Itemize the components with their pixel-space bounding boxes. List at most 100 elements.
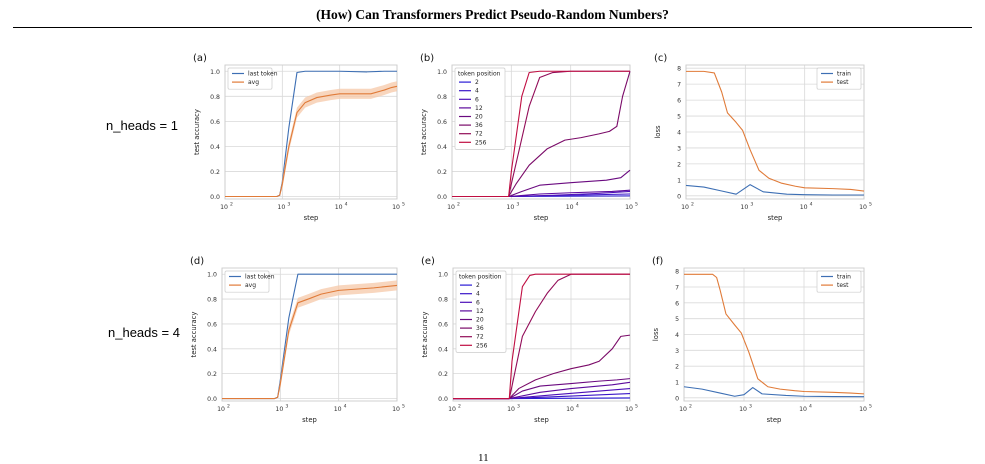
x-tick-exponent: 2 [227,404,230,410]
series-line [452,71,631,198]
x-tick-exponent: 5 [402,202,405,208]
x-tick-label: 10 [392,204,400,211]
plot-frame [221,267,398,402]
x-tick-exponent: 4 [345,202,348,208]
y-tick-label: 0.8 [210,94,220,101]
x-tick-label: 10 [739,406,747,413]
x-tick-label: 10 [859,204,867,211]
y-tick-label: 1.0 [437,69,447,76]
x-tick-label: 10 [220,204,228,211]
y-tick-label: 1 [675,380,679,387]
series-band [222,280,397,399]
y-tick-label: 6 [677,98,681,105]
panel-tag: (d) [190,256,204,267]
panel-tag: (a) [193,53,207,64]
legend-entry: 6 [476,299,480,306]
y-tick-label: 0.6 [210,119,220,126]
panel-tag: (e) [421,256,435,267]
legend-entry: train [837,71,851,78]
y-tick-label: 7 [675,285,679,292]
x-tick-label: 10 [800,204,808,211]
x-tick-exponent: 3 [749,404,752,410]
series-line [453,378,631,400]
x-axis-label: step [767,416,782,424]
page-header: (How) Can Transformers Predict Pseudo-Ra… [0,0,985,30]
plot-frame [685,64,865,200]
x-tick-exponent: 5 [869,404,872,410]
y-tick-label: 1.0 [207,272,217,279]
x-tick-exponent: 4 [344,404,347,410]
x-tick-label: 10 [217,406,225,413]
x-tick-exponent: 2 [457,202,460,208]
y-axis-label: test accuracy [421,312,429,358]
x-tick-label: 10 [447,204,455,211]
y-tick-label: 0.4 [210,144,220,151]
legend-entry: 4 [475,88,479,95]
y-axis-label: loss [652,327,660,341]
y-tick-label: 0.6 [437,119,447,126]
y-tick-label: 0.0 [207,396,217,403]
legend-entry: 20 [475,114,483,121]
x-tick-exponent: 5 [635,404,638,410]
y-tick-label: 5 [677,114,681,121]
y-tick-label: 0.2 [210,169,220,176]
legend-entry: 12 [475,105,483,112]
x-tick-label: 10 [392,406,400,413]
x-tick-exponent: 5 [635,202,638,208]
x-tick-label: 10 [566,406,574,413]
legend-entry: 256 [475,139,487,146]
y-tick-label: 0.6 [438,321,448,328]
legend-entry: train [837,274,851,281]
x-tick-exponent: 3 [517,404,520,410]
y-tick-label: 3 [675,348,679,355]
y-tick-label: 0.2 [437,169,447,176]
header-rule [13,27,972,28]
x-tick-label: 10 [334,406,342,413]
legend-entry: avg [245,282,256,289]
x-tick-exponent: 4 [810,202,813,208]
legend-entry: 72 [476,334,484,341]
y-tick-label: 5 [675,316,679,323]
y-tick-label: 0.2 [438,371,448,378]
plot-frame [683,267,865,402]
plot-frame [451,64,631,200]
page-title: (How) Can Transformers Predict Pseudo-Ra… [316,7,669,22]
x-axis-label: step [302,416,317,424]
y-tick-label: 0.4 [437,144,447,151]
legend-entry: avg [248,79,259,86]
series-line [452,169,631,198]
series-line [222,284,398,400]
x-tick-label: 10 [507,406,515,413]
row-label-n-heads-4: n_heads = 4 [108,325,180,340]
y-tick-label: 2 [675,364,679,371]
legend-entry: test [837,79,849,86]
y-tick-label: 8 [675,269,679,276]
legend-entry: 20 [476,317,484,324]
x-tick-label: 10 [506,204,514,211]
series-line [225,85,398,198]
x-tick-label: 10 [275,406,283,413]
y-tick-label: 6 [675,300,679,307]
legend-entry: 2 [475,79,479,86]
page-number: 11 [478,452,489,464]
x-tick-exponent: 2 [458,404,461,410]
panel-tag: (c) [654,53,667,64]
y-tick-label: 0.8 [437,94,447,101]
x-tick-label: 10 [335,204,343,211]
x-tick-label: 10 [277,204,285,211]
y-axis-label: loss [654,125,662,139]
y-tick-label: 0.0 [437,194,447,201]
x-tick-label: 10 [448,406,456,413]
y-tick-label: 1 [677,177,681,184]
x-tick-label: 10 [740,204,748,211]
y-tick-label: 0.8 [438,297,448,304]
legend-entry: test [837,282,849,289]
x-tick-label: 10 [625,406,633,413]
x-tick-label: 10 [625,204,633,211]
series-line [453,273,630,400]
series-line [452,70,630,198]
y-tick-label: 0.2 [207,371,217,378]
